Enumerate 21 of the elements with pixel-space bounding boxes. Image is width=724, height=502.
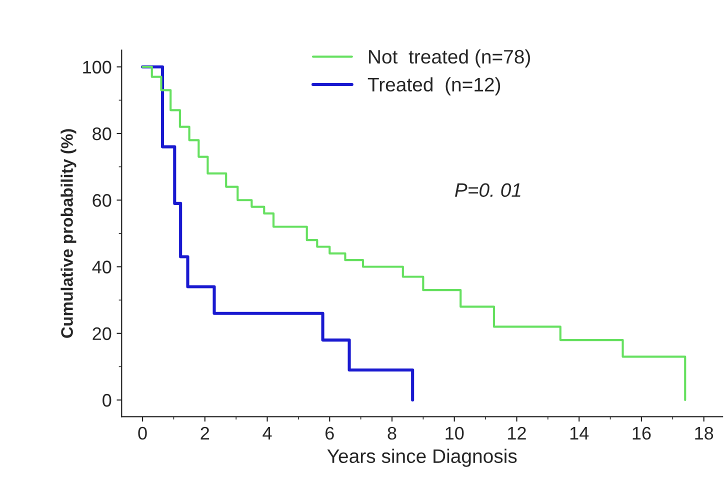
legend-label: Treated (n=12) bbox=[368, 77, 500, 96]
x-tick-label: 14 bbox=[570, 427, 589, 440]
x-tick-label: 0 bbox=[138, 426, 147, 440]
x-tick-label: 6 bbox=[326, 426, 334, 440]
y-tick-label: 20 bbox=[92, 327, 112, 340]
legend-label: Not treated (n=78) bbox=[369, 49, 530, 68]
x-axis-title: Years since Diagnosis bbox=[327, 448, 517, 467]
x-tick-label: 12 bbox=[508, 426, 526, 440]
x-tick-label: 4 bbox=[262, 427, 272, 440]
y-tick-label: 80 bbox=[92, 127, 112, 140]
y-tick-label: 40 bbox=[92, 260, 112, 274]
x-tick-label: 16 bbox=[632, 426, 651, 440]
y-tick-label: 60 bbox=[92, 194, 112, 207]
y-tick-label: 100 bbox=[83, 60, 112, 74]
x-tick-label: 18 bbox=[695, 426, 714, 440]
annotation: P=0. 01 bbox=[455, 183, 520, 197]
x-tick-label: 10 bbox=[446, 426, 464, 440]
x-tick-label: 2 bbox=[200, 426, 210, 440]
y-axis-title: Cumulative probability (%) bbox=[60, 129, 76, 338]
x-tick-label: 8 bbox=[388, 426, 396, 440]
y-tick-label: 0 bbox=[102, 394, 112, 407]
